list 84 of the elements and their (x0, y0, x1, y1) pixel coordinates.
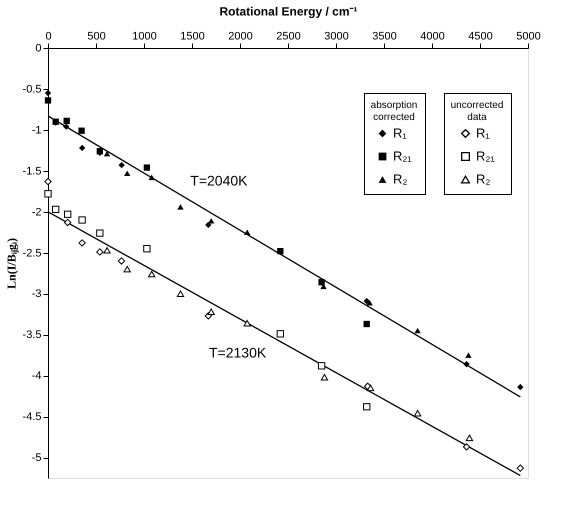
x-tick-label: 2500 (276, 30, 301, 42)
point (208, 308, 215, 315)
y-tick-label: -4.5 (22, 411, 42, 424)
point (103, 247, 111, 254)
point (517, 384, 524, 390)
legend-label: R₂ (393, 172, 408, 186)
point (44, 90, 52, 96)
point (318, 362, 326, 370)
point (118, 257, 126, 265)
y-tick-label: -1 (32, 124, 42, 136)
point (44, 178, 52, 186)
point (44, 97, 52, 104)
annotation: uncorrected data (450, 100, 504, 123)
point (118, 162, 125, 168)
point (244, 320, 251, 326)
x-tick-label: 3500 (372, 30, 397, 42)
y-tick-label: -0.5 (22, 83, 42, 96)
point (148, 174, 155, 180)
point (364, 298, 370, 304)
y-tick-label: -3.5 (22, 329, 42, 342)
point (124, 170, 130, 176)
point (63, 123, 70, 130)
point (205, 222, 212, 228)
legend-label: R₂ (476, 172, 490, 186)
y-tick-label: -5 (32, 452, 42, 464)
point (320, 374, 328, 380)
point (516, 464, 524, 472)
point (318, 279, 325, 286)
x-tick-label: 3000 (324, 30, 349, 42)
legend-label: R₁ (393, 126, 408, 140)
legend-label: R₂₁ (476, 148, 496, 164)
point (44, 190, 52, 198)
point (78, 216, 86, 224)
x-tick-label: 1000 (132, 30, 157, 42)
x-tick-label: 500 (87, 30, 106, 42)
point (52, 206, 60, 214)
annotation: T=2040K (190, 172, 248, 188)
x-tick-label: 2000 (228, 30, 253, 42)
point (463, 360, 470, 368)
point (466, 434, 474, 442)
x-tick-label: 1500 (180, 30, 205, 42)
point (414, 328, 421, 334)
point (177, 204, 184, 210)
point (124, 266, 131, 272)
legend-label: R₁ (476, 126, 490, 140)
point (64, 218, 72, 226)
legend-label: R₂₁ (393, 148, 412, 164)
point (244, 230, 250, 236)
y-tick-label: 0 (35, 42, 42, 54)
point (96, 229, 104, 237)
point (78, 128, 85, 134)
point (143, 245, 151, 252)
point (104, 150, 110, 156)
point (414, 410, 422, 417)
point (79, 144, 86, 152)
y-tick-label: -3 (32, 288, 42, 300)
point (144, 164, 150, 171)
point (462, 443, 470, 451)
y-tick-label: -2 (32, 206, 42, 218)
y-tick-label: -1.5 (22, 165, 42, 178)
point (176, 290, 184, 297)
y-tick-label: -2.5 (22, 247, 42, 260)
x-tick-label: 4000 (420, 30, 445, 42)
point (465, 352, 472, 358)
point (366, 300, 373, 306)
y-tick-label: -4 (32, 370, 42, 382)
x-tick-label: 0 (45, 30, 52, 42)
x-tick-label: 4500 (468, 30, 493, 42)
point (64, 210, 72, 218)
point (148, 270, 156, 278)
x-axis-title: Rotational Energy / cm⁻¹ (219, 4, 358, 18)
annotation: T=2130K (208, 344, 267, 360)
point (366, 384, 374, 392)
annotation: absorption corrected (370, 100, 418, 123)
point (208, 218, 214, 224)
point (276, 330, 284, 338)
x-tick-label: 5000 (516, 30, 541, 42)
point (363, 403, 370, 410)
y-axis-title: Ln(I/Bᵢⱼgᵢ) (4, 238, 20, 289)
point (96, 248, 104, 256)
point (64, 118, 70, 124)
point (364, 320, 370, 328)
point (277, 248, 284, 254)
point (78, 239, 86, 247)
